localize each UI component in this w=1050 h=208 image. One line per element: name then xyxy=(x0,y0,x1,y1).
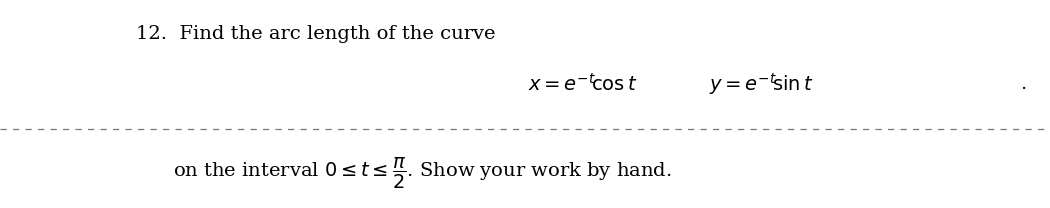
Text: 12.  Find the arc length of the curve: 12. Find the arc length of the curve xyxy=(136,25,496,43)
Text: $x = e^{-t}\!\cos t$: $x = e^{-t}\!\cos t$ xyxy=(528,73,637,95)
Text: $y = e^{-t}\!\sin t$: $y = e^{-t}\!\sin t$ xyxy=(709,71,814,97)
Text: .: . xyxy=(1021,75,1027,93)
Text: on the interval $0 \leq t \leq \dfrac{\pi}{2}$. Show your work by hand.: on the interval $0 \leq t \leq \dfrac{\p… xyxy=(173,156,672,191)
